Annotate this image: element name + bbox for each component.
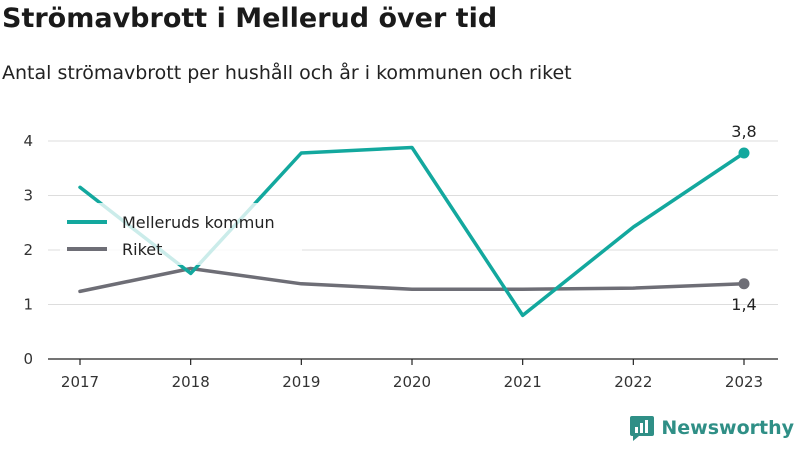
legend: Melleruds kommun Riket (60, 203, 302, 265)
chart-subtitle: Antal strömavbrott per hushåll och år i … (2, 62, 572, 84)
x-tick-label-2023: 2023 (725, 373, 763, 391)
y-axis-tick-labels: 0 1 2 3 4 (23, 132, 33, 368)
x-tick-label-2018: 2018 (172, 373, 210, 391)
legend-label-1: Riket (122, 240, 162, 259)
x-tick-label-2020: 2020 (393, 373, 431, 391)
y-tick-label-1: 1 (23, 296, 33, 314)
legend-label-0: Melleruds kommun (122, 213, 275, 232)
y-tick-label-3: 3 (23, 187, 33, 205)
series-lines (78, 145, 750, 318)
series-line-1 (78, 266, 746, 294)
y-tick-label-2: 2 (23, 241, 33, 259)
end-label-1: 1,4 (731, 295, 756, 314)
y-tick-label-4: 4 (23, 132, 33, 150)
brand-logo: Newsworthy (629, 414, 794, 442)
newsworthy-logo-icon (630, 416, 655, 441)
x-tick-label-2019: 2019 (282, 373, 320, 391)
x-tick-label-2022: 2022 (614, 373, 652, 391)
end-value-labels: 1,4 3,8 (731, 122, 756, 314)
end-label-0: 3,8 (731, 122, 756, 141)
series-end-point-0 (738, 147, 750, 159)
x-tick-label-2017: 2017 (61, 373, 99, 391)
x-axis: 2017 2018 2019 2020 2021 2022 2023 (48, 358, 778, 391)
legend-background (60, 203, 302, 265)
chart-title: Strömavbrott i Mellerud över tid (2, 3, 498, 34)
x-tick-label-2021: 2021 (504, 373, 542, 391)
brand-name: Newsworthy (661, 417, 794, 439)
y-tick-label-0: 0 (23, 350, 33, 368)
series-end-point-1 (738, 278, 750, 290)
series-line-0 (78, 145, 746, 318)
